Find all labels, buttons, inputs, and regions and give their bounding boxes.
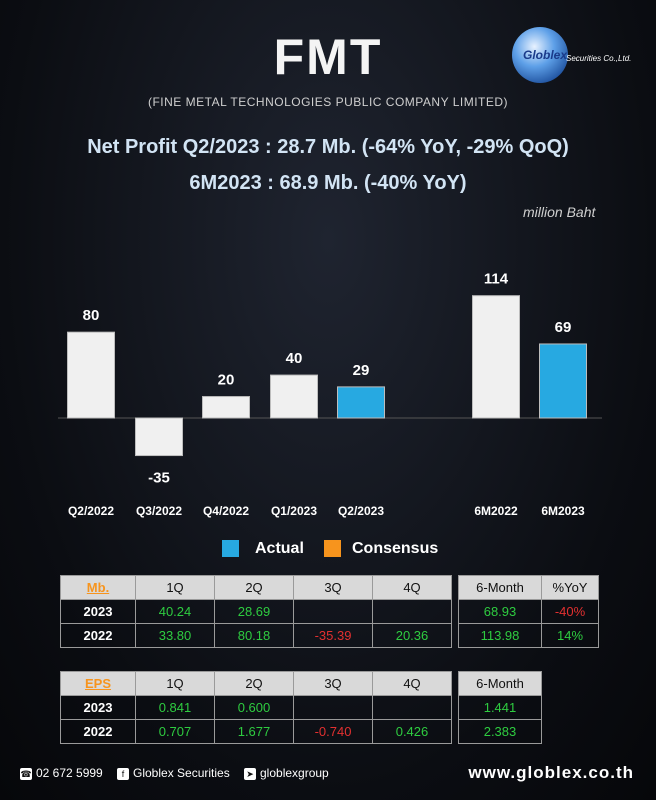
eps-table: EPS 1Q 2Q 3Q 4Q 2023 0.841 0.600 2022 0.… [60, 671, 452, 744]
table-row: 2022 0.707 1.677 -0.740 0.426 [60, 719, 452, 744]
legend-actual-label: Actual [255, 540, 304, 557]
table-cell: 1.441 [458, 695, 542, 720]
data-label: 80 [83, 307, 100, 324]
table-row: 2.383 [458, 719, 542, 744]
category-label: 6M2022 [474, 504, 518, 518]
table-header: 3Q [293, 671, 373, 696]
footer-phone[interactable]: ☎ 02 672 5999 [20, 766, 103, 780]
category-label: Q1/2023 [271, 504, 317, 518]
phone-icon: ☎ [20, 767, 32, 780]
data-label: 29 [353, 362, 370, 379]
table-cell: 0.707 [135, 719, 215, 744]
category-label: Q2/2022 [68, 504, 114, 518]
table-cell: 0.841 [135, 695, 215, 720]
legend-consensus-swatch [324, 540, 341, 557]
bar [337, 386, 385, 419]
table-row: 68.93 -40% [458, 599, 599, 624]
table-row: 1.441 [458, 695, 542, 720]
table-header: 6-Month [458, 671, 542, 696]
table-header: EPS [60, 671, 136, 696]
data-label: -35 [148, 470, 170, 487]
table-cell: 33.80 [135, 623, 215, 648]
table-cell [372, 695, 452, 720]
table-row: 2023 40.24 28.69 [60, 599, 452, 624]
phone-text: 02 672 5999 [36, 766, 103, 780]
table-cell: 14% [541, 623, 599, 648]
bar [539, 343, 587, 419]
table-row: 2023 0.841 0.600 [60, 695, 452, 720]
headline-6m: 6M2023 : 68.9 Mb. (-40% YoY) [189, 172, 467, 194]
category-label: Q4/2022 [203, 504, 249, 518]
eps-six-month-table: 6-Month 1.441 2.383 [458, 671, 542, 744]
data-label: 114 [484, 271, 509, 288]
footer-telegram[interactable]: ➤ globlexgroup [244, 766, 329, 780]
table-header: 3Q [293, 575, 373, 600]
footer-facebook[interactable]: f Globlex Securities [117, 766, 230, 780]
net-profit-chart: 80 Q2/2022 -35 Q3/2022 20 Q4/2022 40 Q1/2023 29 Q… [58, 271, 602, 518]
legend-actual-swatch [222, 540, 239, 557]
footer: ☎ 02 672 5999 f Globlex Securities ➤ globle… [0, 760, 656, 786]
table-header: 6-Month [458, 575, 542, 600]
table-cell: -35.39 [293, 623, 373, 648]
six-month-table: 6-Month %YoY 68.93 -40% 113.98 14% [458, 575, 599, 648]
bar [135, 417, 183, 457]
legend-consensus-label: Consensus [352, 540, 439, 557]
table-cell: 2.383 [458, 719, 542, 744]
category-label: Q2/2023 [338, 504, 384, 518]
table-cell: 113.98 [458, 623, 542, 648]
table-cell: 68.93 [458, 599, 542, 624]
telegram-text: globlexgroup [260, 766, 329, 780]
table-cell: 0.600 [214, 695, 294, 720]
bar [472, 295, 520, 419]
headline-quarter: Net Profit Q2/2023 : 28.7 Mb. (-64% YoY,… [87, 136, 569, 158]
page-title: FMT [273, 29, 383, 85]
table-cell: 28.69 [214, 599, 294, 624]
bar [270, 374, 318, 419]
row-year: 2022 [60, 623, 136, 648]
table-header: 1Q [135, 671, 215, 696]
data-label: 20 [218, 372, 235, 389]
table-cell: 40.24 [135, 599, 215, 624]
table-row: 113.98 14% [458, 623, 599, 648]
telegram-icon: ➤ [244, 767, 256, 780]
table-cell: 80.18 [214, 623, 294, 648]
table-cell: 20.36 [372, 623, 452, 648]
net-profit-table: Mb. 1Q 2Q 3Q 4Q 2023 40.24 28.69 2022 33… [60, 575, 452, 648]
table-cell: -0.740 [293, 719, 373, 744]
table-cell: 0.426 [372, 719, 452, 744]
category-label: Q3/2022 [136, 504, 182, 518]
table-header: 4Q [372, 671, 452, 696]
table-header: 2Q [214, 575, 294, 600]
table-cell [293, 695, 373, 720]
table-cell [372, 599, 452, 624]
table-row: 2022 33.80 80.18 -35.39 20.36 [60, 623, 452, 648]
data-label: 40 [286, 350, 303, 367]
unit-label: million Baht [523, 204, 596, 220]
row-year: 2023 [60, 599, 136, 624]
category-label: 6M2023 [541, 504, 585, 518]
table-cell [293, 599, 373, 624]
data-label: 69 [555, 319, 572, 336]
table-header: %YoY [541, 575, 599, 600]
table-cell: -40% [541, 599, 599, 624]
table-header: 4Q [372, 575, 452, 600]
row-year: 2022 [60, 719, 136, 744]
table-header: Mb. [60, 575, 136, 600]
website-link[interactable]: www.globlex.co.th [468, 763, 634, 782]
facebook-text: Globlex Securities [133, 766, 230, 780]
table-cell: 1.677 [214, 719, 294, 744]
globlex-logo [512, 27, 568, 83]
company-fullname: (FINE METAL TECHNOLOGIES PUBLIC COMPANY … [147, 95, 509, 109]
row-year: 2023 [60, 695, 136, 720]
bar [202, 396, 250, 419]
logo-subtext: Securities Co.,Ltd. [566, 54, 632, 63]
facebook-icon: f [117, 767, 129, 780]
logo-text: Globlex [523, 48, 568, 62]
table-header: 2Q [214, 671, 294, 696]
bar [67, 331, 115, 419]
table-header: 1Q [135, 575, 215, 600]
